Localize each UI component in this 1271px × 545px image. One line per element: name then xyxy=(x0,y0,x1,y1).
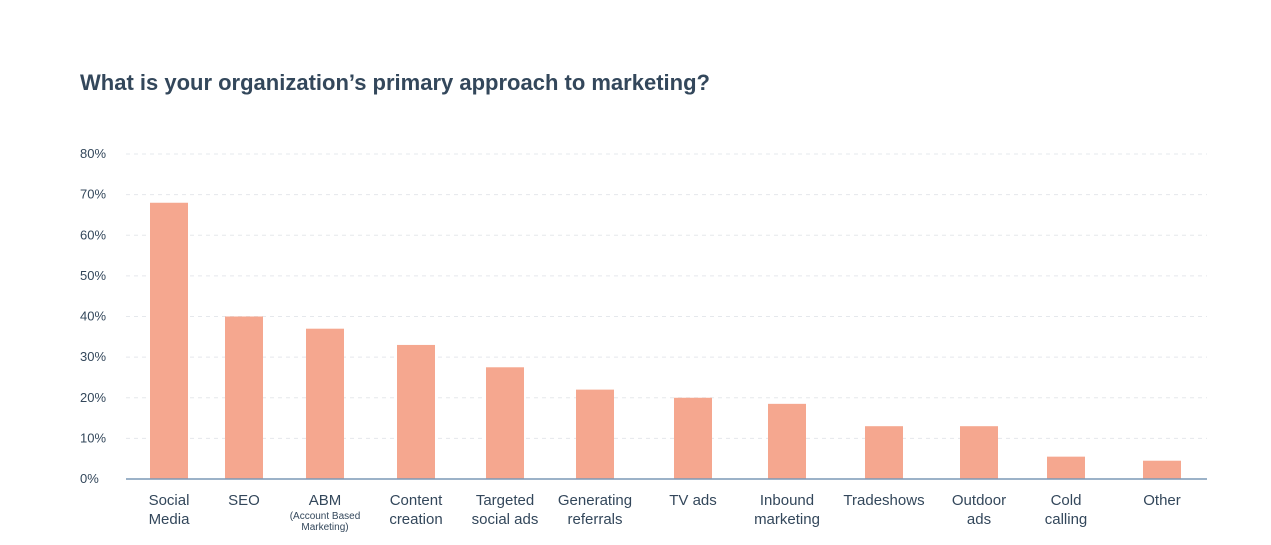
bar xyxy=(674,397,712,479)
category-label: TV ads xyxy=(669,492,717,509)
category-label: Cold xyxy=(1051,492,1082,509)
category-label: Generating xyxy=(558,492,632,509)
category-label: SEO xyxy=(228,492,260,509)
category-label: Media xyxy=(149,511,191,528)
bar xyxy=(397,344,435,479)
y-tick-label: 20% xyxy=(80,390,106,405)
category-label: Other xyxy=(1143,492,1181,509)
category-label: Social xyxy=(149,492,190,509)
category-label: referrals xyxy=(567,511,622,528)
y-tick-label: 60% xyxy=(80,227,106,242)
category-label: ads xyxy=(967,511,991,528)
bar xyxy=(306,328,344,479)
bar xyxy=(150,202,188,479)
category-label: marketing xyxy=(754,511,820,528)
bar xyxy=(576,389,614,479)
category-label: Targeted xyxy=(476,492,534,509)
y-axis-tick-labels: 0% 10% 20% 30% 40% 50% 60% 70% 80% xyxy=(80,146,106,486)
y-tick-label: 10% xyxy=(80,430,106,445)
y-tick-label: 80% xyxy=(80,146,106,161)
bars xyxy=(150,202,1181,479)
x-axis-category-labels: Social Media SEO ABM (Account BasedMarketing… xyxy=(149,492,1181,533)
chart-title: What is your organization’s primary appr… xyxy=(80,70,710,95)
category-sublabel: (Account Based xyxy=(290,511,361,522)
bar xyxy=(225,316,263,479)
bar xyxy=(486,367,524,479)
category-label: Inbound xyxy=(760,492,814,509)
category-label: Tradeshows xyxy=(843,492,924,509)
category-label: social ads xyxy=(472,511,539,528)
category-label: creation xyxy=(389,511,442,528)
bar xyxy=(865,426,903,479)
y-tick-label: 30% xyxy=(80,349,106,364)
gridlines xyxy=(126,153,1207,439)
bar xyxy=(1143,460,1181,479)
y-tick-label: 50% xyxy=(80,268,106,283)
category-label: calling xyxy=(1045,511,1088,528)
bar xyxy=(1047,456,1085,479)
category-sublabel: Marketing) xyxy=(301,522,348,533)
y-tick-label: 0% xyxy=(80,471,99,486)
bar xyxy=(960,426,998,479)
category-label: ABM xyxy=(309,492,342,509)
y-tick-label: 70% xyxy=(80,187,106,202)
bar xyxy=(768,403,806,479)
category-label: Outdoor xyxy=(952,492,1006,509)
category-label: Content xyxy=(390,492,443,509)
y-tick-label: 40% xyxy=(80,309,106,324)
